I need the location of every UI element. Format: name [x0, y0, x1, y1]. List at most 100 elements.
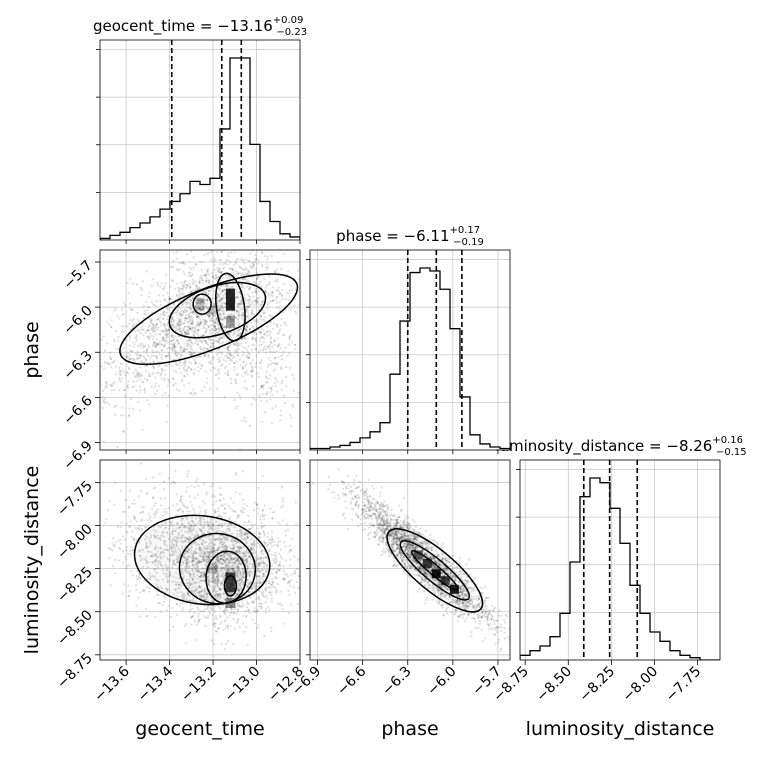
scatter-point — [239, 267, 241, 269]
scatter-point — [265, 375, 267, 377]
scatter-point — [211, 639, 213, 641]
scatter-point — [238, 334, 240, 336]
scatter-point — [179, 328, 181, 330]
scatter-point — [219, 285, 221, 287]
scatter-point — [97, 376, 99, 378]
scatter-point — [275, 561, 277, 563]
scatter-point — [257, 513, 259, 515]
scatter-point — [243, 362, 245, 364]
scatter-point — [224, 285, 226, 287]
scatter-point — [260, 281, 262, 283]
scatter-point — [156, 319, 158, 321]
scatter-point — [243, 262, 245, 264]
scatter-point — [220, 248, 222, 250]
scatter-point — [275, 385, 277, 387]
scatter-point — [249, 425, 251, 427]
scatter-point — [218, 606, 220, 608]
scatter-point — [146, 586, 148, 588]
scatter-point — [133, 318, 135, 320]
scatter-point — [114, 406, 116, 408]
scatter-point — [121, 331, 123, 333]
scatter-point — [267, 548, 269, 550]
scatter-point — [181, 380, 183, 382]
scatter-point — [236, 361, 238, 363]
scatter-point — [128, 415, 130, 417]
scatter-point — [122, 550, 124, 552]
scatter-point — [219, 487, 221, 489]
scatter-point — [241, 286, 243, 288]
scatter-point — [177, 301, 179, 303]
panel-hist-phase — [310, 250, 510, 450]
scatter-point — [248, 612, 250, 614]
scatter-point — [111, 542, 113, 544]
scatter-point — [224, 613, 226, 615]
scatter-point — [213, 329, 215, 331]
panel-hist-geocent-time — [100, 40, 300, 240]
scatter-point — [275, 555, 277, 557]
scatter-point — [236, 373, 238, 375]
scatter-point — [194, 512, 196, 514]
scatter-point — [147, 306, 149, 308]
scatter-point — [284, 402, 286, 404]
scatter-point — [261, 264, 263, 266]
scatter-point — [155, 300, 157, 302]
scatter-point — [186, 329, 188, 331]
scatter-point — [137, 527, 139, 529]
scatter-point — [265, 286, 267, 288]
scatter-point — [173, 344, 175, 346]
scatter-point — [30, 402, 32, 404]
scatter-point — [227, 346, 229, 348]
scatter-point — [223, 313, 225, 315]
scatter-point — [235, 331, 237, 333]
scatter-point — [236, 296, 238, 298]
scatter-point — [151, 301, 153, 303]
scatter-point — [161, 604, 163, 606]
scatter-point — [193, 368, 195, 370]
scatter-point — [65, 386, 67, 388]
scatter-point — [258, 297, 260, 299]
scatter-point — [216, 354, 218, 356]
scatter-point — [254, 532, 256, 534]
scatter-point — [289, 559, 291, 561]
scatter-point — [184, 349, 186, 351]
scatter-point — [180, 602, 182, 604]
scatter-point — [290, 285, 292, 287]
scatter-point — [190, 322, 192, 324]
scatter-point — [97, 394, 99, 396]
scatter-point — [283, 623, 285, 625]
scatter-point — [167, 308, 169, 310]
scatter-point — [192, 297, 194, 299]
scatter-point — [146, 519, 148, 521]
scatter-point — [110, 358, 112, 360]
scatter-point — [166, 312, 168, 314]
scatter-point — [238, 303, 240, 305]
scatter-point — [122, 347, 124, 349]
scatter-point — [138, 391, 140, 393]
scatter-point — [210, 359, 212, 361]
scatter-point — [233, 362, 235, 364]
scatter-point — [178, 291, 180, 293]
scatter-point — [210, 607, 212, 609]
scatter-point — [305, 346, 307, 348]
scatter-point — [193, 335, 195, 337]
scatter-point — [263, 329, 265, 331]
scatter-point — [129, 339, 131, 341]
density-cell — [196, 298, 205, 310]
scatter-point — [235, 336, 237, 338]
scatter-point — [197, 340, 199, 342]
scatter-point — [144, 357, 146, 359]
scatter-point — [236, 392, 238, 394]
scatter-point — [248, 280, 250, 282]
scatter-point — [247, 269, 249, 271]
scatter-point — [201, 277, 203, 279]
scatter-point — [227, 252, 229, 254]
scatter-point — [256, 610, 258, 612]
scatter-point — [298, 587, 300, 589]
scatter-point — [242, 366, 244, 368]
scatter-point — [246, 601, 248, 603]
scatter-point — [121, 325, 123, 327]
scatter-point — [171, 365, 173, 367]
scatter-point — [203, 274, 205, 276]
scatter-point — [262, 336, 264, 338]
scatter-point — [255, 348, 257, 350]
